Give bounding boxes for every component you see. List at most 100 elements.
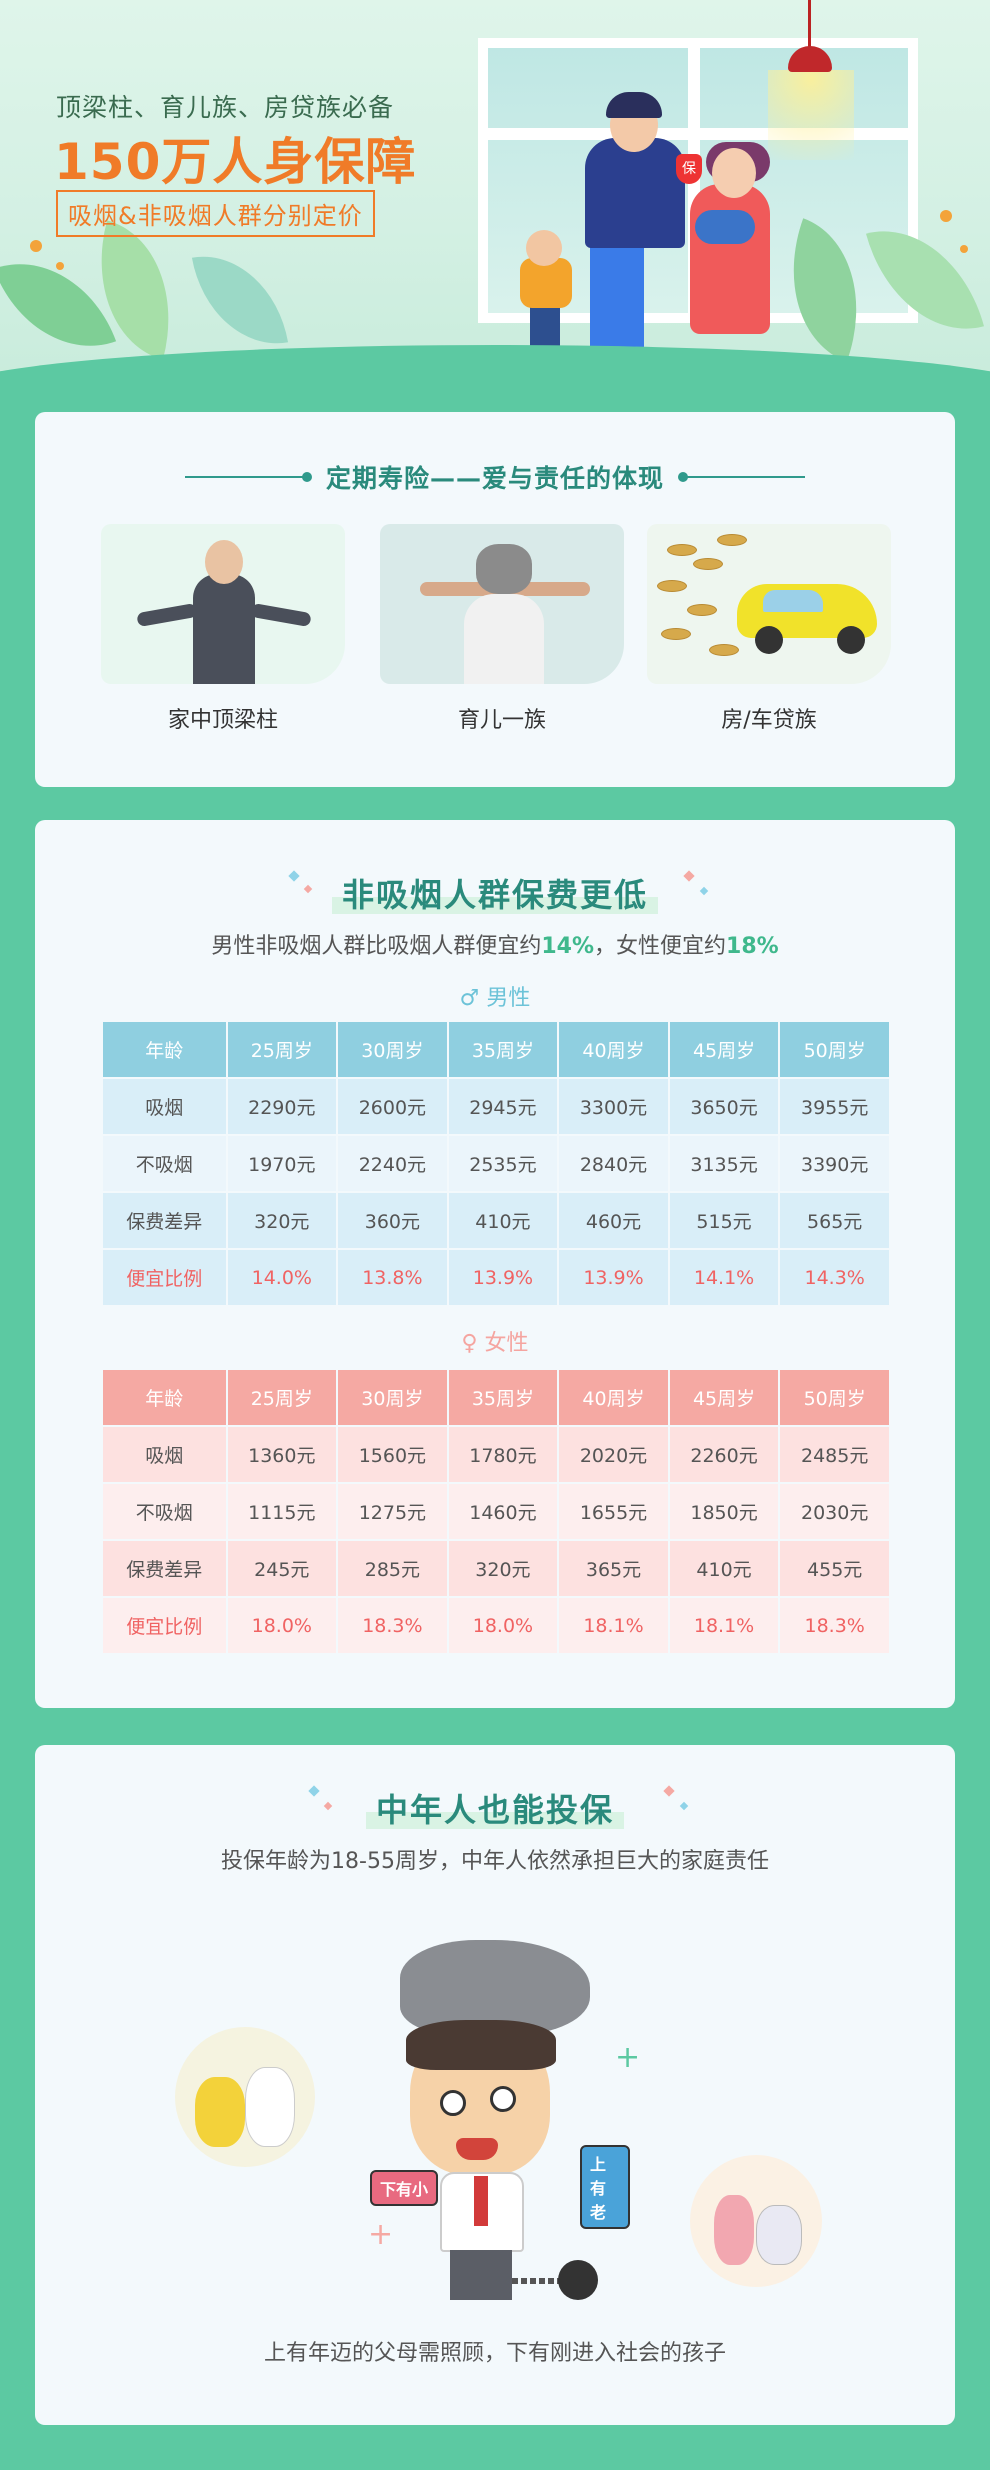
table-cell: 1970元: [227, 1136, 337, 1191]
female-premium-table: 年龄 25周岁 30周岁 35周岁 40周岁 45周岁 50周岁 吸烟 1360元 1560元 17…: [101, 1368, 891, 1655]
table-cell: 2020元: [559, 1427, 668, 1482]
plus-decoration: +: [615, 2040, 641, 2075]
section-title: 定期寿险——爱与责任的体现: [185, 462, 806, 493]
hero-banner: 保 顶梁柱、育儿族、房贷族必备 150万人身保障 吸烟&非吸烟人群分别定价: [0, 0, 990, 380]
burdened-man-cartoon: 下有小 上有老: [370, 1940, 630, 2315]
table-cell: 18.0%: [227, 1598, 337, 1653]
table-cell: 410元: [669, 1541, 779, 1596]
table-header-cell: 50周岁: [780, 1022, 889, 1077]
tile-caption: 房/车贷族: [721, 708, 817, 733]
male-icon: ♂: [459, 986, 480, 1011]
leaf-decoration: [191, 243, 289, 357]
child-figure-legs: [530, 304, 560, 350]
table-cell: 吸烟: [103, 1427, 226, 1482]
hero-tagline: 顶梁柱、育儿族、房贷族必备: [56, 93, 395, 122]
table-cell: 245元: [227, 1541, 337, 1596]
table-cell: 14.3%: [780, 1250, 889, 1305]
table-cell: 320元: [448, 1541, 558, 1596]
rock-icon: [400, 1940, 590, 2035]
insurance-shield-icon: 保: [676, 154, 702, 184]
table-cell: 1780元: [448, 1427, 558, 1482]
table-header-cell: 25周岁: [227, 1022, 337, 1077]
male-heading: ♂ 男性: [459, 986, 531, 1011]
table-header-cell: 40周岁: [559, 1370, 668, 1425]
table-cell: 3300元: [559, 1079, 668, 1134]
sign-parents: 上有老: [580, 2145, 630, 2229]
premium-comparison-card: 非吸烟人群保费更低 男性非吸烟人群比吸烟人群便宜约14%，女性便宜约18% ♂ …: [35, 820, 955, 1708]
male-discount: 14%: [541, 934, 594, 959]
female-discount: 18%: [726, 934, 779, 959]
table-header-cell: 35周岁: [448, 1022, 558, 1077]
child-head: [526, 230, 562, 266]
child-figure: [520, 258, 572, 308]
dot-decoration: [960, 245, 968, 253]
table-header-cell: 45周岁: [669, 1370, 779, 1425]
table-cell: 410元: [448, 1193, 558, 1248]
table-cell: 18.3%: [338, 1598, 447, 1653]
section-caption: 上有年迈的父母需照顾，下有刚进入社会的孩子: [263, 2341, 726, 2366]
dot-decoration: [30, 240, 42, 252]
table-row: 保费差异 245元 285元 320元 365元 410元 455元: [103, 1541, 889, 1596]
leaf-decoration: [0, 237, 117, 373]
table-cell: 285元: [338, 1541, 447, 1596]
table-header-cell: 45周岁: [669, 1022, 779, 1077]
term-life-card: 定期寿险——爱与责任的体现 家中顶梁柱 育儿一族 房/车贷族: [35, 412, 955, 787]
table-cell: 13.8%: [338, 1250, 447, 1305]
family-care-illustration: [175, 2027, 315, 2167]
table-cell: 360元: [338, 1193, 447, 1248]
table-cell: 2600元: [338, 1079, 447, 1134]
table-cell: 3135元: [669, 1136, 779, 1191]
table-cell: 2240元: [338, 1136, 447, 1191]
table-header-cell: 40周岁: [559, 1022, 668, 1077]
table-header-cell: 50周岁: [780, 1370, 889, 1425]
hero-headline: 150万人身保障: [54, 133, 417, 191]
breadwinner-image: [101, 524, 345, 684]
middle-age-card: 中年人也能投保 投保年龄为18-55周岁，中年人依然承担巨大的家庭责任 + + …: [35, 1745, 955, 2425]
table-cell: 便宜比例: [103, 1598, 226, 1653]
table-cell: 2260元: [669, 1427, 779, 1482]
table-cell: 1275元: [338, 1484, 447, 1539]
table-row: 保费差异 320元 360元 410元 460元 515元 565元: [103, 1193, 889, 1248]
table-cell: 2840元: [559, 1136, 668, 1191]
tile-caption: 家中顶梁柱: [167, 708, 278, 733]
section-subtitle: 男性非吸烟人群比吸烟人群便宜约14%，女性便宜约18%: [211, 934, 779, 959]
section-title-text: 定期寿险——爱与责任的体现: [326, 464, 665, 493]
table-cell: 2485元: [780, 1427, 889, 1482]
table-cell: 565元: [780, 1193, 889, 1248]
table-cell: 18.3%: [780, 1598, 889, 1653]
mother-head: [712, 148, 756, 198]
dot-decoration: [56, 262, 64, 270]
chain-icon: [512, 2278, 560, 2284]
table-cell: 515元: [669, 1193, 779, 1248]
table-cell: 保费差异: [103, 1541, 226, 1596]
loan-image: [647, 524, 891, 684]
table-header-row: 年龄 25周岁 30周岁 35周岁 40周岁 45周岁 50周岁: [103, 1370, 889, 1425]
table-cell: 1655元: [559, 1484, 668, 1539]
table-cell: 18.0%: [448, 1598, 558, 1653]
table-cell: 便宜比例: [103, 1250, 226, 1305]
elder-care-illustration: [690, 2155, 822, 2287]
female-heading: ♀ 女性: [461, 1331, 529, 1356]
baby-figure: [695, 210, 755, 244]
hero-subtag: 吸烟&非吸烟人群分别定价: [56, 190, 375, 237]
table-cell: 不吸烟: [103, 1484, 226, 1539]
table-header-cell: 30周岁: [338, 1370, 447, 1425]
section-subtitle: 投保年龄为18-55周岁，中年人依然承担巨大的家庭责任: [221, 1849, 769, 1874]
table-cell: 1360元: [227, 1427, 337, 1482]
male-premium-table: 年龄 25周岁 30周岁 35周岁 40周岁 45周岁 50周岁 吸烟 2290元 2600元 29…: [101, 1020, 891, 1307]
table-cell: 2535元: [448, 1136, 558, 1191]
table-cell: 不吸烟: [103, 1136, 226, 1191]
table-cell: 1115元: [227, 1484, 337, 1539]
table-row: 便宜比例 14.0% 13.8% 13.9% 13.9% 14.1% 14.3%: [103, 1250, 889, 1305]
table-cell: 455元: [780, 1541, 889, 1596]
tile-caption: 育儿一族: [457, 708, 546, 733]
ball-and-chain-icon: [558, 2260, 598, 2300]
table-cell: 320元: [227, 1193, 337, 1248]
table-cell: 3955元: [780, 1079, 889, 1134]
table-row: 不吸烟 1115元 1275元 1460元 1655元 1850元 2030元: [103, 1484, 889, 1539]
table-header-cell: 25周岁: [227, 1370, 337, 1425]
plus-decoration: +: [368, 2217, 394, 2252]
table-header-row: 年龄 25周岁 30周岁 35周岁 40周岁 45周岁 50周岁: [103, 1022, 889, 1077]
table-cell: 14.1%: [669, 1250, 779, 1305]
table-header-cell: 年龄: [103, 1022, 226, 1077]
